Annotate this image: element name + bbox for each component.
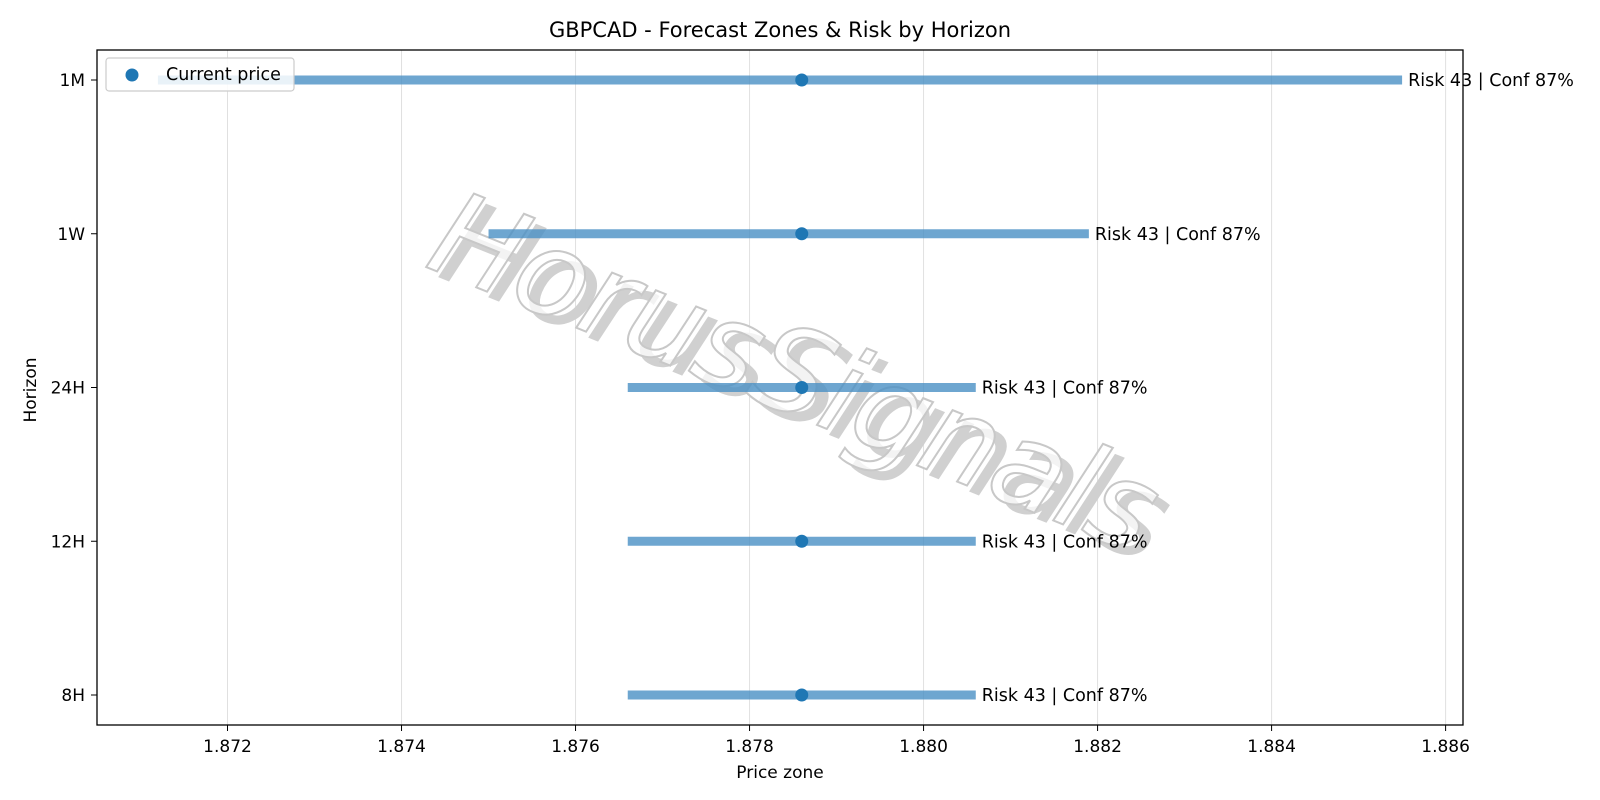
y-tick-label: 1M <box>60 71 85 91</box>
range-row-24h <box>627 381 976 394</box>
y-tick-label: 24H <box>51 379 85 399</box>
legend-marker-current-price <box>125 68 139 82</box>
x-tick-label: 1.878 <box>725 737 774 757</box>
x-tick-label: 1.882 <box>1073 737 1122 757</box>
x-tick-label: 1.886 <box>1421 737 1470 757</box>
x-axis-ticks: 1.872 1.874 1.876 1.878 1.880 1.882 1.884 1.886 <box>203 725 1470 757</box>
bar-labels-layer: Risk 43 | Conf 87% Risk 43 | Conf 87% Risk… <box>982 71 1574 706</box>
x-tick-label: 1.874 <box>377 737 426 757</box>
current-price-point <box>795 534 809 548</box>
risk-conf-label: Risk 43 | Conf 87% <box>1408 71 1574 91</box>
risk-conf-label: Risk 43 | Conf 87% <box>982 379 1148 399</box>
risk-conf-label: Risk 43 | Conf 87% <box>982 532 1148 552</box>
chart-title: GBPCAD - Forecast Zones & Risk by Horizo… <box>549 18 1011 42</box>
y-axis-title: Horizon <box>21 358 41 423</box>
legend-box <box>105 57 295 92</box>
bars-layer <box>157 73 1403 702</box>
range-row-1w <box>488 227 1089 241</box>
y-tick-label: 8H <box>61 686 85 706</box>
range-row-1m <box>157 73 1403 87</box>
current-price-point <box>795 227 809 241</box>
legend-label-current-price: Current price <box>166 65 281 85</box>
range-row-12h <box>627 534 976 548</box>
range-row-8h <box>627 688 976 702</box>
x-axis-title: Price zone <box>736 763 823 783</box>
y-tick-label: 1W <box>57 225 85 245</box>
risk-conf-label: Risk 43 | Conf 87% <box>982 686 1148 706</box>
x-tick-label: 1.872 <box>203 737 252 757</box>
legend: Current price <box>105 57 295 92</box>
risk-conf-label: Risk 43 | Conf 87% <box>1095 225 1261 245</box>
x-tick-label: 1.880 <box>899 737 948 757</box>
grid-layer <box>227 50 1447 725</box>
x-tick-label: 1.876 <box>551 737 600 757</box>
x-tick-label: 1.884 <box>1247 737 1296 757</box>
y-tick-label: 12H <box>51 532 85 552</box>
current-price-point <box>795 381 809 394</box>
current-price-point <box>795 73 809 87</box>
y-axis-ticks: 8H 12H 24H 1W 1M <box>51 71 97 706</box>
current-price-point <box>795 688 809 702</box>
